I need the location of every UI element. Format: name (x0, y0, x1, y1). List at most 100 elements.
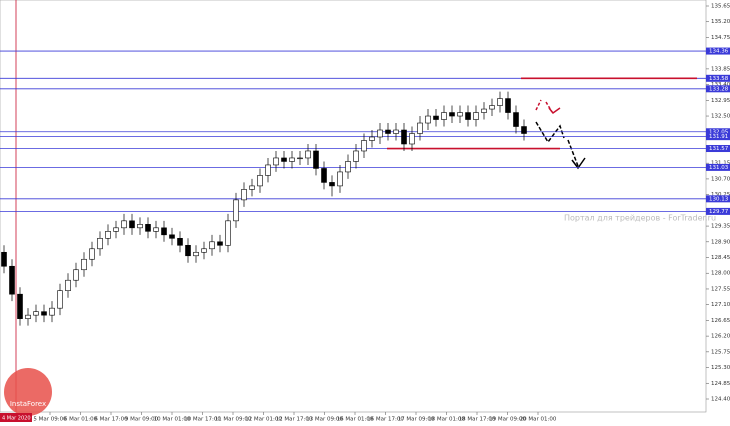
candle-body (353, 150, 359, 162)
level-label: 134.36 (709, 49, 729, 55)
candle-body (89, 248, 95, 260)
plot-frame (0, 0, 707, 413)
candle-body (497, 98, 503, 106)
candle-body (377, 129, 383, 138)
candle-body (345, 161, 351, 173)
candle-body (65, 279, 71, 292)
candle-body (297, 157, 303, 160)
y-tick-label: 135.20 (711, 19, 730, 25)
x-tick-label: 5 Mar 09:00 (33, 417, 67, 423)
candle-body (385, 129, 391, 134)
candle-body (41, 311, 47, 316)
level-label: 132.05 (709, 129, 729, 135)
candle-body (161, 227, 167, 236)
x-tick-label: 9 Mar 09:00 (125, 417, 159, 423)
candle-body (409, 133, 415, 145)
candle-body (121, 220, 127, 229)
candle-body (113, 227, 119, 232)
candle-body (185, 244, 191, 257)
candle-body (361, 140, 367, 152)
candle-body (97, 238, 103, 250)
x-tick-label: 6 Mar 01:00 (64, 417, 98, 423)
y-tick-label: 127.55 (711, 286, 730, 292)
logo-text: InstaForex (10, 400, 46, 408)
candle-body (393, 129, 399, 134)
level-label-box (706, 74, 730, 82)
y-tick-label: 128.00 (711, 271, 730, 277)
candle-body (201, 248, 207, 253)
x-tick-label: 18 Mar 01:00 (428, 417, 465, 423)
y-tick-label: 125.75 (711, 349, 730, 355)
candle-body (129, 220, 135, 229)
candle-body (209, 241, 215, 250)
candle-body (233, 199, 239, 222)
level-label-box (706, 47, 730, 55)
x-tick-label: 17 Mar 09:00 (398, 417, 435, 423)
level-label-box (706, 207, 730, 215)
y-tick-label: 127.10 (711, 302, 730, 308)
candle-body (249, 185, 255, 190)
candle-body (25, 314, 31, 319)
candle-body (401, 129, 407, 145)
y-tick-label: 131.15 (711, 161, 730, 167)
candle-body (137, 224, 143, 229)
y-tick-label: 126.20 (711, 334, 730, 340)
y-tick-label: 133.40 (711, 82, 730, 88)
candle-body (441, 112, 447, 120)
y-tick-label: 132.50 (711, 114, 730, 120)
candle-body (449, 112, 455, 117)
candle-body (481, 108, 487, 113)
x-tick-label: 20 Mar 01:00 (520, 417, 557, 423)
candle-body (337, 171, 343, 187)
candle-body (265, 164, 271, 176)
level-label-box (706, 163, 730, 171)
x-tick-label: 10 Mar 01:00 (154, 417, 191, 423)
y-tick-label: 124.85 (711, 381, 730, 387)
level-label: 131.57 (709, 146, 729, 152)
candle-body (281, 157, 287, 162)
candle-body (489, 105, 495, 110)
candle-body (169, 234, 175, 239)
candle-body (289, 157, 295, 162)
level-label: 131.91 (709, 134, 728, 140)
y-tick-label: 134.75 (711, 35, 730, 41)
candle-body (9, 265, 15, 295)
level-label: 129.77 (709, 209, 729, 215)
candle-body (417, 122, 423, 134)
x-tick-label: 16 Mar 01:00 (337, 417, 374, 423)
start-label-box (0, 413, 32, 422)
candle-body (313, 150, 319, 169)
x-tick-label: 6 Mar 17:00 (94, 417, 128, 423)
x-tick-label: 13 Mar 09:00 (306, 417, 343, 423)
candle-body (321, 168, 327, 183)
level-label-box (706, 133, 730, 141)
candle-body (153, 227, 159, 232)
y-tick-label: 126.65 (711, 318, 730, 324)
candle-body (1, 251, 7, 267)
y-tick-label: 128.90 (711, 239, 730, 245)
candle-body (305, 150, 311, 159)
y-tick-label: 133.85 (711, 66, 730, 72)
candle-body (73, 269, 79, 281)
candle-body (17, 293, 23, 319)
x-tick-label: 12 Mar 17:00 (276, 417, 313, 423)
candle-body (145, 224, 151, 232)
level-label: 133.58 (709, 76, 729, 82)
level-label: 131.03 (709, 165, 729, 171)
candle-body (81, 258, 87, 271)
candle-body (473, 112, 479, 120)
candle-body (425, 115, 431, 124)
candle-body (521, 126, 527, 134)
start-label: 4 Mar 2020 (2, 416, 31, 422)
candle-body (225, 220, 231, 246)
candle-body (49, 307, 55, 316)
candle-body (465, 112, 471, 120)
y-tick-label: 129.35 (711, 224, 730, 230)
candle-body (329, 182, 335, 187)
candle-body (33, 311, 39, 316)
x-tick-label: 16 Mar 17:00 (367, 417, 404, 423)
y-tick-label: 130.70 (711, 176, 730, 182)
candle-body (433, 115, 439, 120)
candle-body (241, 189, 247, 201)
